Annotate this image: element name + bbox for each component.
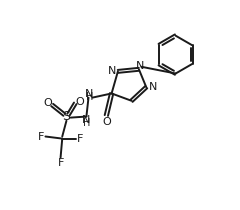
Text: F: F (77, 134, 83, 144)
Text: O: O (43, 98, 52, 108)
Text: S: S (62, 110, 71, 123)
Text: N: N (108, 66, 116, 76)
Text: N: N (85, 89, 94, 99)
Text: N: N (82, 115, 90, 125)
Text: O: O (76, 97, 84, 107)
Text: F: F (57, 158, 64, 168)
Text: H: H (86, 92, 93, 102)
Text: N: N (149, 82, 157, 92)
Text: N: N (136, 60, 144, 71)
Text: H: H (83, 118, 90, 128)
Text: F: F (38, 131, 44, 142)
Text: O: O (102, 117, 111, 127)
